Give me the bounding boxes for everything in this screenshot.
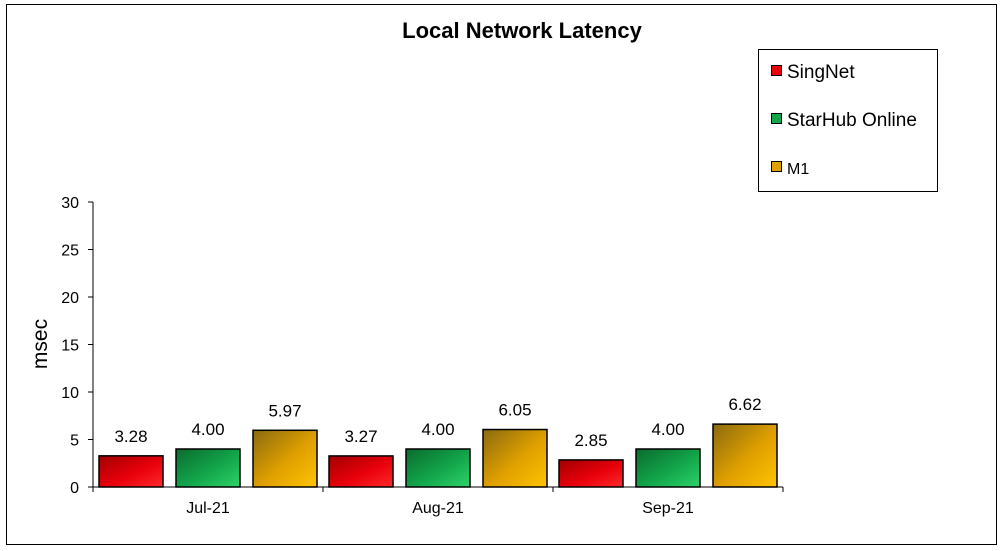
y-tick-label: 5 bbox=[70, 433, 79, 450]
bar-singnet bbox=[559, 460, 623, 487]
legend-label: SingNet bbox=[787, 62, 855, 83]
data-label: 4.00 bbox=[421, 420, 454, 439]
data-label: 3.28 bbox=[114, 427, 147, 446]
y-axis-label: msec bbox=[29, 319, 52, 369]
data-label: 4.00 bbox=[191, 420, 224, 439]
legend-swatch bbox=[772, 162, 782, 172]
bar-singnet bbox=[99, 456, 163, 487]
legend-swatch bbox=[772, 66, 782, 76]
data-label: 5.97 bbox=[268, 401, 301, 420]
legend-label: M1 bbox=[787, 161, 809, 178]
data-label: 2.85 bbox=[574, 431, 607, 450]
x-tick-label: Aug-21 bbox=[412, 500, 464, 517]
x-tick-label: Jul-21 bbox=[186, 500, 230, 517]
bar-m1 bbox=[713, 424, 777, 487]
bar-starhub-online bbox=[636, 449, 700, 487]
legend: SingNet StarHub Online M1 bbox=[759, 50, 938, 192]
y-tick-label: 0 bbox=[70, 480, 79, 497]
bar-singnet bbox=[329, 456, 393, 487]
data-label: 6.05 bbox=[498, 401, 531, 420]
data-label: 3.27 bbox=[344, 427, 377, 446]
bar-m1 bbox=[253, 430, 317, 487]
y-tick-label: 15 bbox=[61, 338, 79, 355]
chart-title: Local Network Latency bbox=[402, 18, 642, 43]
data-label: 4.00 bbox=[651, 420, 684, 439]
bar-starhub-online bbox=[176, 449, 240, 487]
x-tick-label: Sep-21 bbox=[642, 500, 694, 517]
y-tick-label: 20 bbox=[61, 290, 79, 307]
bar-starhub-online bbox=[406, 449, 470, 487]
y-tick-label: 25 bbox=[61, 243, 79, 260]
bar-m1 bbox=[483, 430, 547, 487]
data-label: 6.62 bbox=[728, 395, 761, 414]
y-tick-label: 10 bbox=[61, 385, 79, 402]
legend-label: StarHub Online bbox=[787, 110, 917, 131]
y-tick-label: 30 bbox=[61, 195, 79, 212]
legend-swatch bbox=[772, 114, 782, 124]
